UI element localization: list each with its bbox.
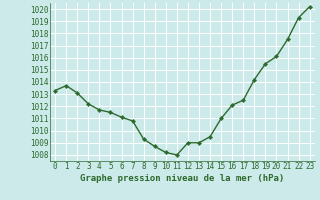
X-axis label: Graphe pression niveau de la mer (hPa): Graphe pression niveau de la mer (hPa) [80, 174, 284, 183]
